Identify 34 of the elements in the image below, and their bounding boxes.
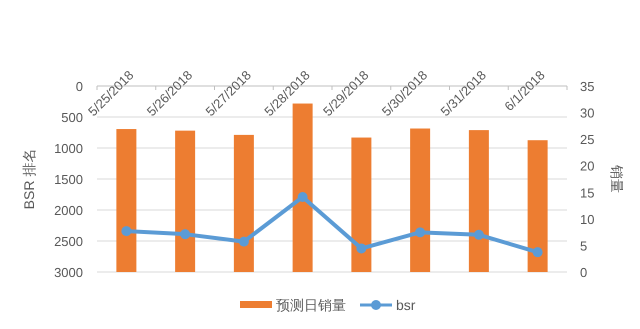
- y2-tick-label: 35: [580, 79, 594, 94]
- y-tick-label: 2000: [54, 203, 83, 218]
- point: [180, 229, 190, 240]
- bar: [410, 128, 430, 272]
- bar: [116, 129, 136, 272]
- bar: [351, 138, 372, 272]
- y2-tick-label: 5: [580, 238, 588, 254]
- y2-tick-label: 25: [580, 132, 594, 148]
- y-tick-label: 1000: [54, 141, 83, 156]
- y2-tick-label: 10: [580, 212, 594, 227]
- point: [474, 230, 484, 240]
- y-tick-label: 1500: [54, 172, 83, 187]
- y2-tick-label: 20: [580, 158, 594, 174]
- y-axis-title: BSR 排名: [21, 148, 37, 210]
- y2-tick-label: 15: [580, 185, 594, 200]
- point: [532, 247, 543, 258]
- point: [121, 226, 132, 236]
- y-tick-label: 2500: [54, 234, 83, 249]
- y-tick-label: 3000: [54, 265, 83, 280]
- point: [298, 192, 308, 202]
- bar: [175, 130, 196, 272]
- legend-label: bsr: [396, 297, 416, 313]
- point: [415, 227, 426, 238]
- y-tick-label: 0: [76, 79, 83, 94]
- y2-tick-label: 30: [580, 106, 594, 121]
- y-tick-label: 500: [61, 110, 83, 125]
- bar: [528, 140, 548, 272]
- y2-tick-label: 0: [580, 265, 588, 280]
- y2-axis-title: 销量: [609, 164, 625, 193]
- point: [356, 243, 366, 254]
- bar: [234, 134, 254, 272]
- legend-label: 预测日销量: [276, 297, 346, 313]
- bar: [468, 130, 489, 272]
- point: [238, 236, 249, 247]
